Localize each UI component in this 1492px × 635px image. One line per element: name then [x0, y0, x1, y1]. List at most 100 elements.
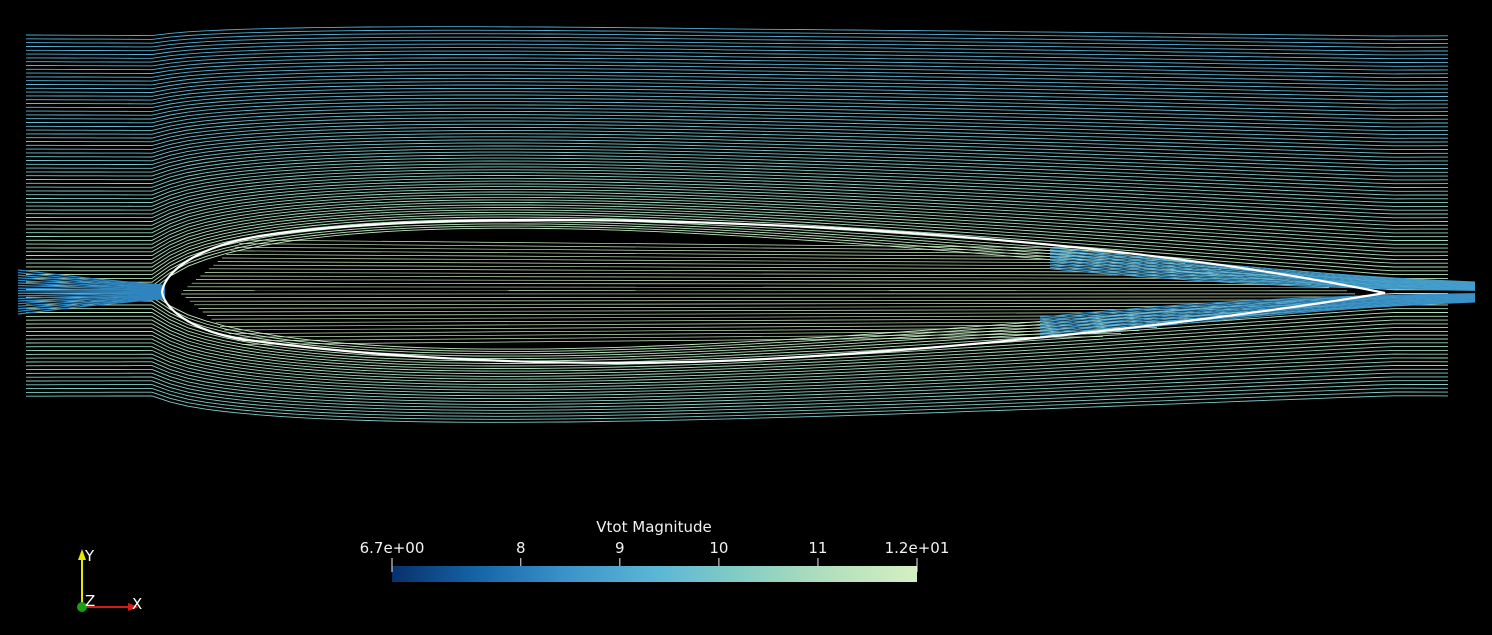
interior-streamline: [191, 282, 1312, 286]
streamline: [26, 40, 1448, 52]
streamline: [25, 349, 1448, 388]
streamline: [26, 54, 1448, 67]
colorbar-tick-label: 9: [615, 539, 625, 557]
streamline: [26, 50, 1448, 63]
interior-streamline: [234, 246, 1132, 255]
interior-streamline: [211, 314, 1230, 320]
wake-band-upper: [1049, 260, 1476, 288]
interior-streamline: [237, 333, 1122, 342]
wake-band-upper: [1049, 253, 1476, 286]
streamline: [25, 357, 1448, 394]
wake-band-upper: [1049, 263, 1476, 289]
streamline: [26, 151, 1449, 181]
streamline: [26, 204, 1448, 253]
streamline: [26, 114, 1448, 135]
leading-edge-band: [17, 271, 166, 287]
airfoil-outline: [160, 218, 1386, 364]
orientation-axes: Y X Z: [77, 547, 142, 613]
colorbar-gradient: [392, 566, 917, 582]
wake-band-lower: [1039, 297, 1476, 328]
leading-edge-band: [17, 291, 166, 294]
interior-streamline: [189, 299, 1320, 302]
leading-edge-band: [17, 293, 166, 300]
leading-edge-band: [17, 277, 166, 289]
streamline: [26, 126, 1449, 151]
streamline: [26, 145, 1448, 173]
streamline: [25, 346, 1448, 385]
streamline: [26, 163, 1448, 196]
streamline: [26, 36, 1449, 48]
streamline: [26, 196, 1448, 241]
wake-band-lower: [1039, 293, 1476, 318]
interior-streamline: [202, 308, 1266, 313]
leading-edge-band: [17, 297, 166, 313]
streamline: [25, 26, 1449, 37]
streamline: [25, 342, 1448, 383]
streamline: [26, 391, 1448, 420]
streamline: [25, 29, 1449, 41]
interior-streamline: [187, 286, 1330, 289]
x-axis-arrowhead: [128, 603, 139, 611]
y-axis-arrowhead: [78, 549, 86, 560]
z-axis-label: Z: [85, 592, 95, 610]
streamline: [26, 71, 1448, 86]
streamline: [25, 334, 1448, 377]
streamline: [26, 97, 1449, 116]
interior-streamline: [198, 305, 1284, 309]
streamline: [26, 117, 1448, 139]
streamline: [25, 361, 1449, 397]
streamline: [25, 353, 1448, 391]
leading-edge-band: [17, 294, 166, 302]
streamline: [26, 209, 1448, 260]
wake-band-upper: [1049, 247, 1476, 283]
wake-band-upper: [1049, 249, 1476, 284]
streamline: [26, 175, 1448, 211]
streamline: [25, 327, 1448, 372]
streamline: [25, 372, 1448, 405]
streamline: [26, 107, 1448, 128]
streamline: [26, 207, 1449, 257]
wake-band-lower: [1039, 294, 1476, 321]
streamline: [26, 186, 1448, 226]
streamline: [26, 194, 1448, 238]
wake-band-upper: [1049, 268, 1476, 291]
streamline: [25, 312, 1448, 362]
leading-edge-band: [17, 282, 166, 290]
streamline: [26, 101, 1448, 120]
wake-band-upper: [1049, 255, 1476, 286]
streamline: [26, 300, 1448, 355]
streamline: [25, 330, 1448, 375]
streamline: [26, 77, 1448, 94]
z-axis-marker: [77, 602, 87, 612]
y-axis-label: Y: [84, 547, 95, 565]
streamline: [26, 67, 1449, 82]
streamline: [26, 201, 1448, 249]
streamline: [26, 142, 1448, 170]
interior-streamline: [217, 261, 1204, 267]
streamline: [26, 136, 1448, 162]
wake-band-lower: [1039, 297, 1476, 329]
streamline: [26, 130, 1448, 154]
streamline: [26, 211, 1448, 264]
streamline: [25, 315, 1448, 364]
streamline: [26, 60, 1449, 75]
interior-streamline: [226, 254, 1168, 261]
streamline: [26, 120, 1449, 143]
wake-band-upper: [1049, 257, 1476, 287]
interior-streamline: [228, 327, 1158, 334]
leading-edge-band: [17, 269, 166, 287]
leading-edge-band: [17, 290, 166, 293]
streamline: [26, 227, 1448, 291]
leading-edge-band: [17, 297, 166, 315]
streamline: [26, 172, 1448, 207]
streamline: [26, 387, 1448, 417]
streamline: [26, 157, 1448, 188]
interior-streamline: [194, 302, 1302, 306]
wake-band-lower: [1039, 295, 1476, 323]
wake-band-lower: [1039, 300, 1476, 336]
interior-streamline: [230, 250, 1150, 258]
streamline: [26, 188, 1448, 230]
interior-streamline: [209, 268, 1240, 273]
interior-streamline: [200, 275, 1276, 279]
